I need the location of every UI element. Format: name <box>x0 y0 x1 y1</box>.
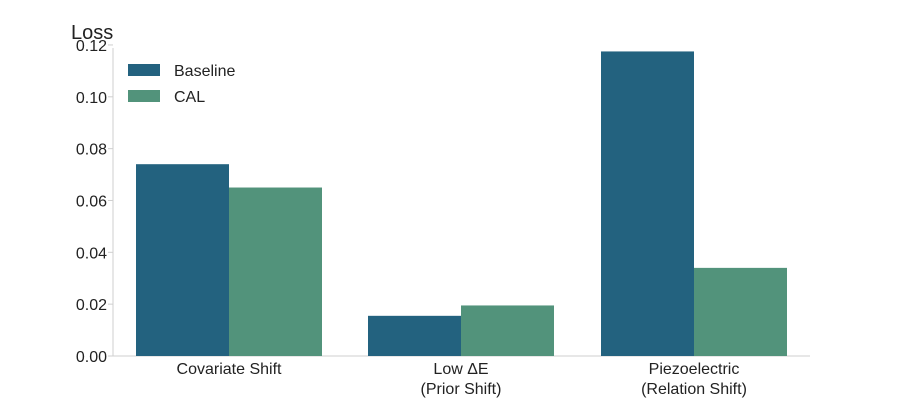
bar-cal-1 <box>461 305 554 356</box>
tick-labels: 0.00 0.02 0.04 0.06 0.08 0.10 0.12 Covariate Sh… <box>76 38 747 398</box>
x-tick-label-line: Covariate Shift <box>177 361 282 378</box>
y-tick-label: 0.10 <box>76 90 107 107</box>
bar-cal-2 <box>694 267 787 356</box>
y-tick-label: 0.06 <box>76 193 107 210</box>
x-tick-label-line: Piezoelectric <box>649 361 740 378</box>
x-tick-label-line: (Relation Shift) <box>641 381 747 398</box>
x-tick-label: Covariate Shift <box>177 361 282 378</box>
bar-baseline-0 <box>136 164 229 356</box>
legend-swatch-cal <box>128 90 160 102</box>
y-axis-label: Loss <box>71 22 113 44</box>
legend-label-baseline: Baseline <box>174 63 235 80</box>
legend-swatch-baseline <box>128 64 160 76</box>
bar-baseline-2 <box>601 51 694 356</box>
bar-baseline-1 <box>368 315 461 356</box>
x-tick-label: Low ΔE (Prior Shift) <box>421 361 502 398</box>
x-tick-label-line: (Prior Shift) <box>421 381 502 398</box>
bars <box>136 51 787 356</box>
x-tick-label-line: Low ΔE <box>433 361 488 378</box>
y-tick-label: 0.08 <box>76 142 107 159</box>
x-tick-label: Piezoelectric (Relation Shift) <box>641 361 747 398</box>
y-tick-label: 0.12 <box>76 38 107 55</box>
legend: Baseline CAL <box>128 63 235 106</box>
legend-label-cal: CAL <box>174 89 205 106</box>
y-tick-label: 0.02 <box>76 297 107 314</box>
bar-cal-0 <box>229 187 322 356</box>
y-tick-label: 0.00 <box>76 349 107 366</box>
y-tick-label: 0.04 <box>76 245 107 262</box>
